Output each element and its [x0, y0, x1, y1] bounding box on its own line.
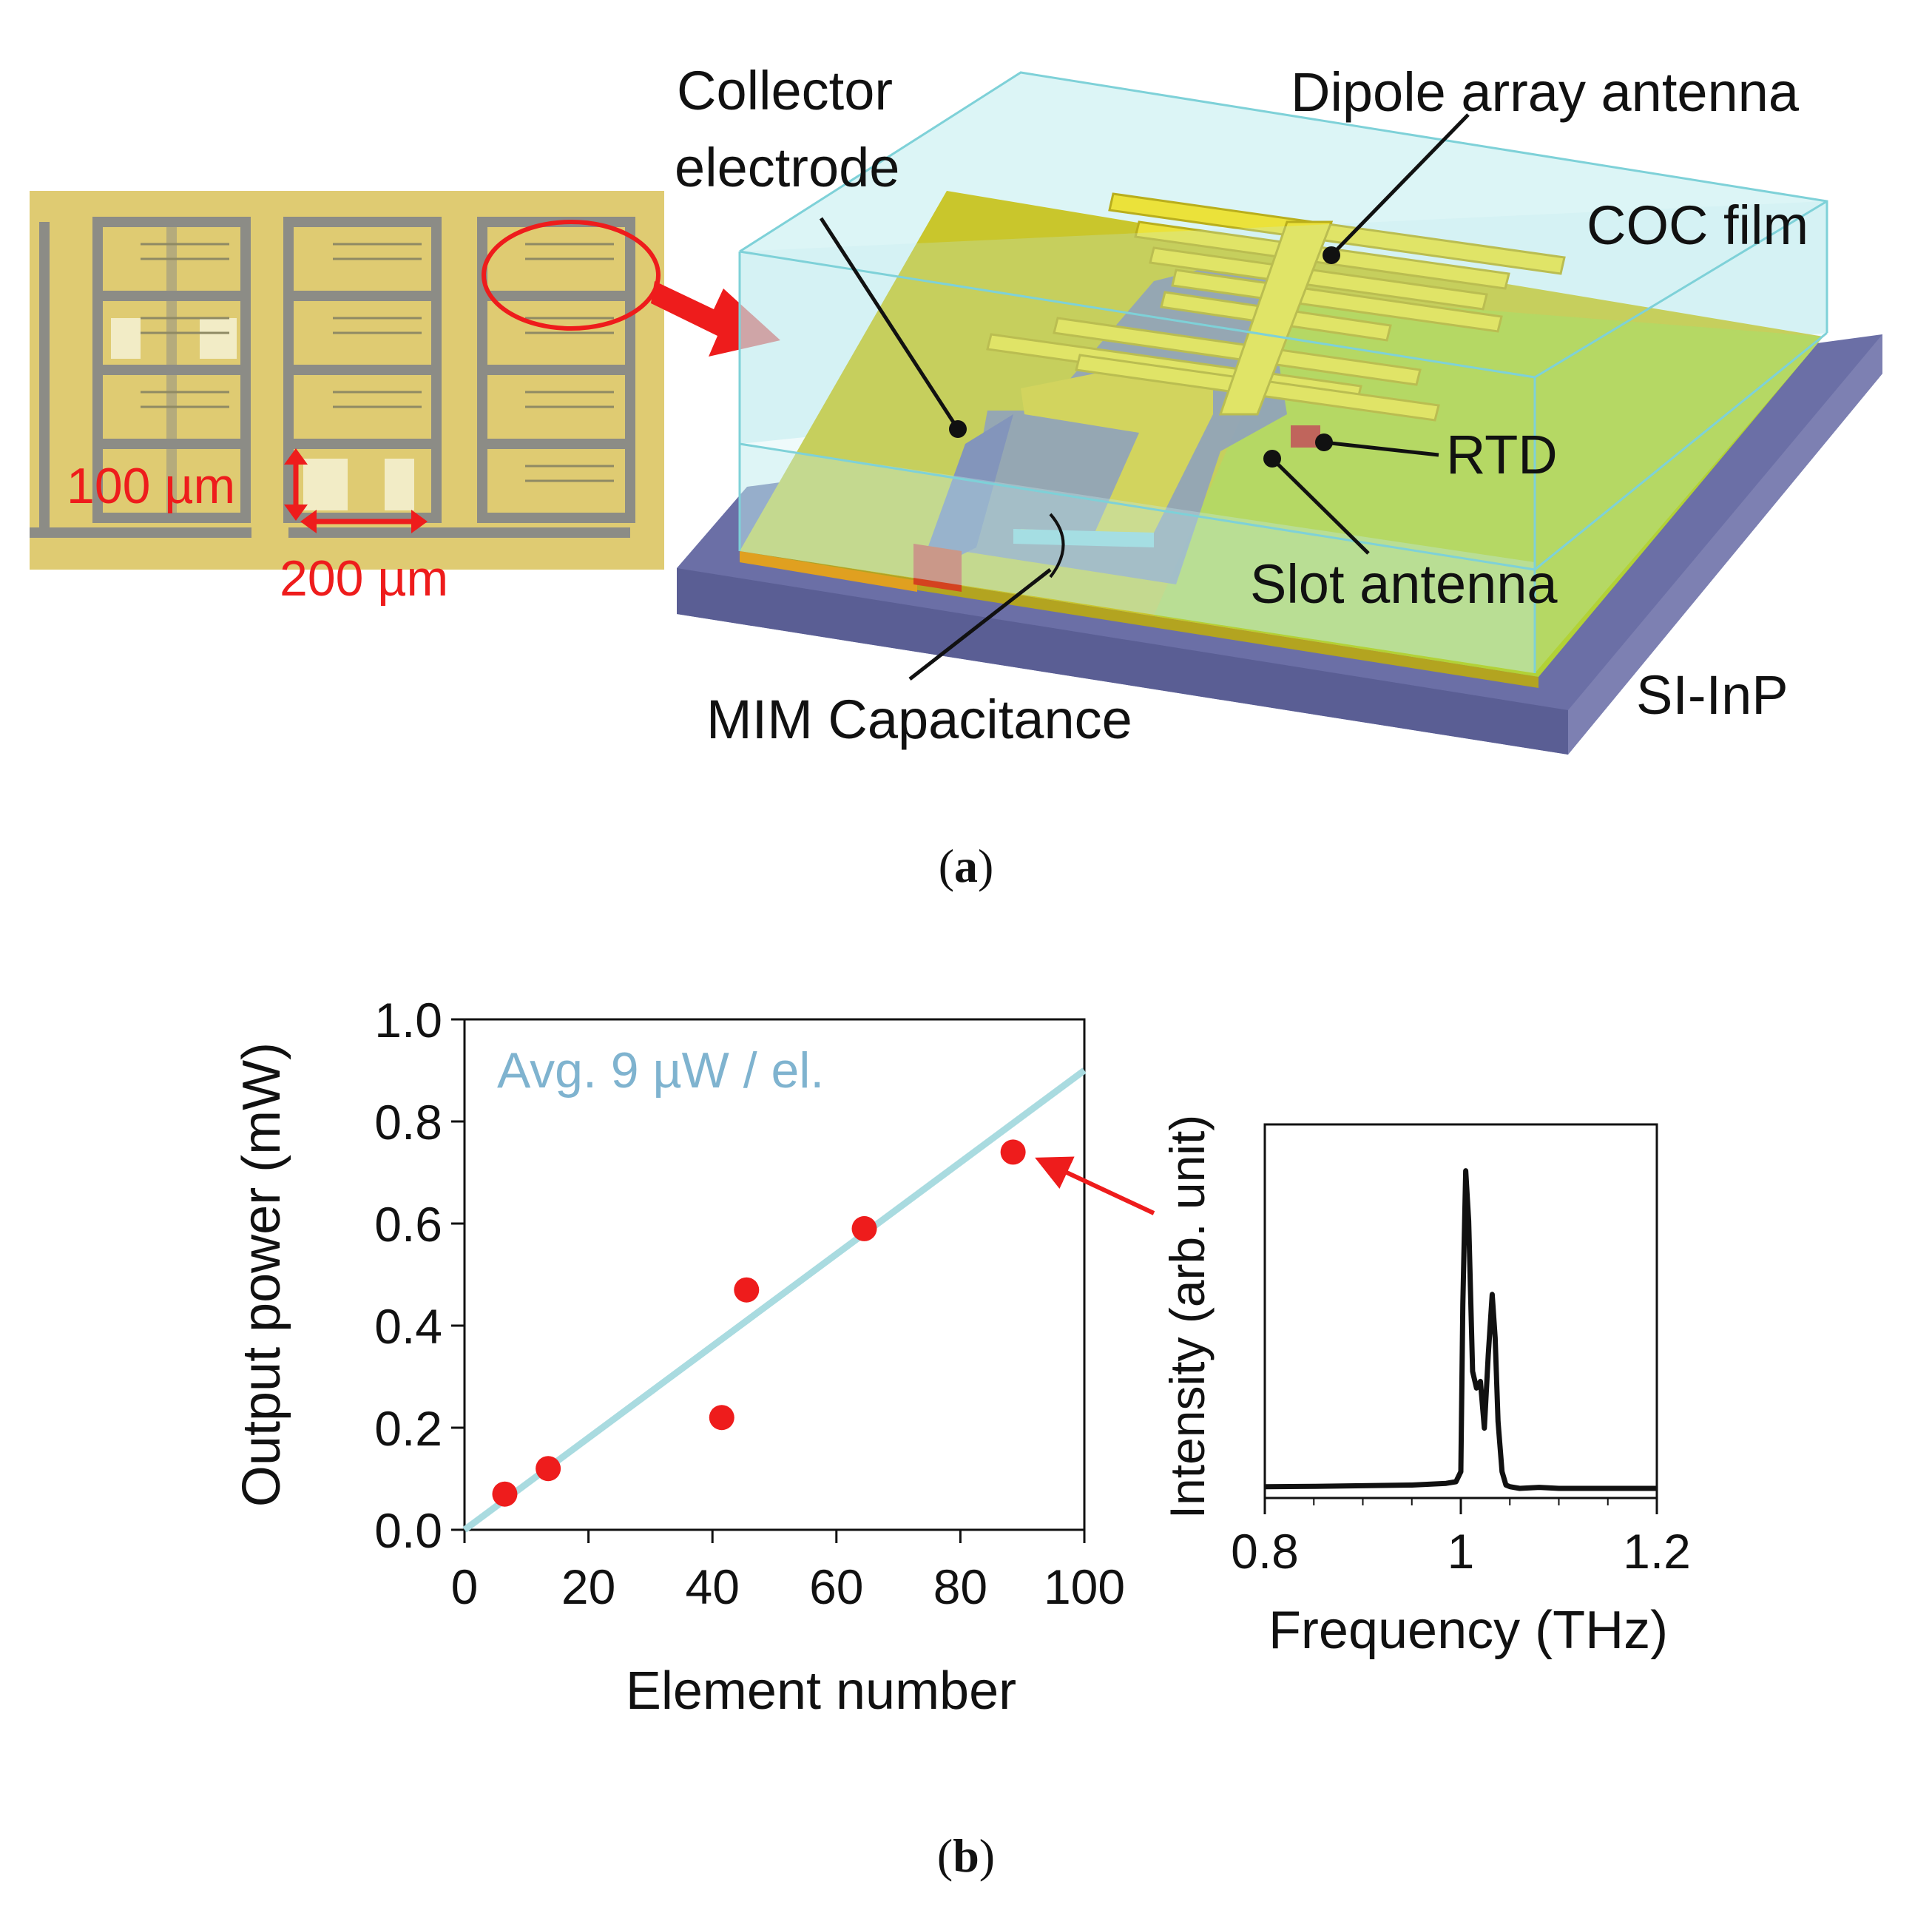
label-collector-line1: Collector: [677, 60, 893, 121]
spectrum-x-tick-label: 0.8: [1231, 1524, 1299, 1579]
label-si-inp: SI-InP: [1636, 664, 1789, 726]
chart-output-power: 0.0 0.2 0.4 0.6 0.8 1.0 0 20 40 60 80 100 Avg. 9 µ…: [232, 993, 1155, 1721]
avg-annotation: Avg. 9 µW / el.: [497, 1042, 824, 1099]
scale-label-100: 100 µm: [67, 458, 235, 514]
plot-frame: [463, 1018, 1086, 1531]
panel-a: 100 µm 200 µm: [30, 60, 1882, 892]
spectrum-x-tick-label: 1: [1448, 1524, 1475, 1579]
x-tick-label: 100: [1044, 1559, 1125, 1614]
chart-spectrum: 0.8 1 1.2 Frequency (THz) Intensity (arb. …: [1160, 1115, 1691, 1660]
spectrum-x-tick-label: 1.2: [1623, 1524, 1691, 1579]
label-collector-line2: electrode: [675, 137, 899, 198]
y-tick-label: 0.6: [374, 1197, 442, 1252]
label-slot-antenna: Slot antenna: [1250, 553, 1558, 615]
x-tick-label: 20: [561, 1559, 615, 1614]
caption-a-letter: a: [954, 840, 978, 892]
y-tick-label: 0.4: [374, 1299, 442, 1354]
spectrum-line: [1264, 1168, 1657, 1491]
scale-label-200: 200 µm: [280, 550, 448, 607]
scale-bars: 100 µm 200 µm: [67, 448, 448, 607]
y-axis-label: Output power (mW): [232, 1042, 291, 1507]
data-point: [734, 1277, 760, 1303]
y-tick-label: 1.0: [374, 993, 442, 1047]
leader-lines: [819, 113, 1470, 681]
device-schematic: [677, 71, 1882, 755]
x-tick-label: 40: [685, 1559, 739, 1614]
y-tick-label: 0.2: [374, 1401, 442, 1456]
data-point: [492, 1481, 518, 1507]
x-tick-label: 0: [451, 1559, 479, 1614]
x-axis-label: Element number: [626, 1661, 1016, 1721]
highlight-circle: [482, 220, 661, 331]
spectrum-x-axis-label: Frequency (THz): [1269, 1601, 1668, 1660]
spectrum-pointer-arrow: [1035, 1156, 1155, 1215]
label-mim-capacitance: MIM Capacitance: [706, 689, 1132, 750]
x-tick-label: 80: [933, 1559, 987, 1614]
caption-a: (a): [939, 840, 994, 892]
panel-b: 0.0 0.2 0.4 0.6 0.8 1.0 0 20 40 60 80 100 Avg. 9 µ…: [232, 993, 1691, 1882]
data-point: [851, 1215, 877, 1241]
leader-dots: [949, 246, 1340, 468]
data-point: [709, 1405, 734, 1431]
caption-b-letter: b: [953, 1829, 979, 1882]
data-point: [536, 1456, 561, 1482]
y-tick-label: 0.0: [374, 1503, 442, 1558]
caption-b: (b): [937, 1829, 995, 1882]
data-point: [1000, 1139, 1026, 1165]
micrograph-image: [30, 191, 664, 570]
label-rtd: RTD: [1446, 424, 1558, 485]
y-tick-label: 0.8: [374, 1095, 442, 1150]
label-coc-film: COC film: [1587, 195, 1808, 256]
spectrum-y-axis-label: Intensity (arb. unit): [1160, 1115, 1215, 1519]
x-tick-label: 60: [809, 1559, 863, 1614]
label-dipole-array-antenna: Dipole array antenna: [1291, 61, 1800, 123]
fit-line: [462, 1067, 1087, 1533]
